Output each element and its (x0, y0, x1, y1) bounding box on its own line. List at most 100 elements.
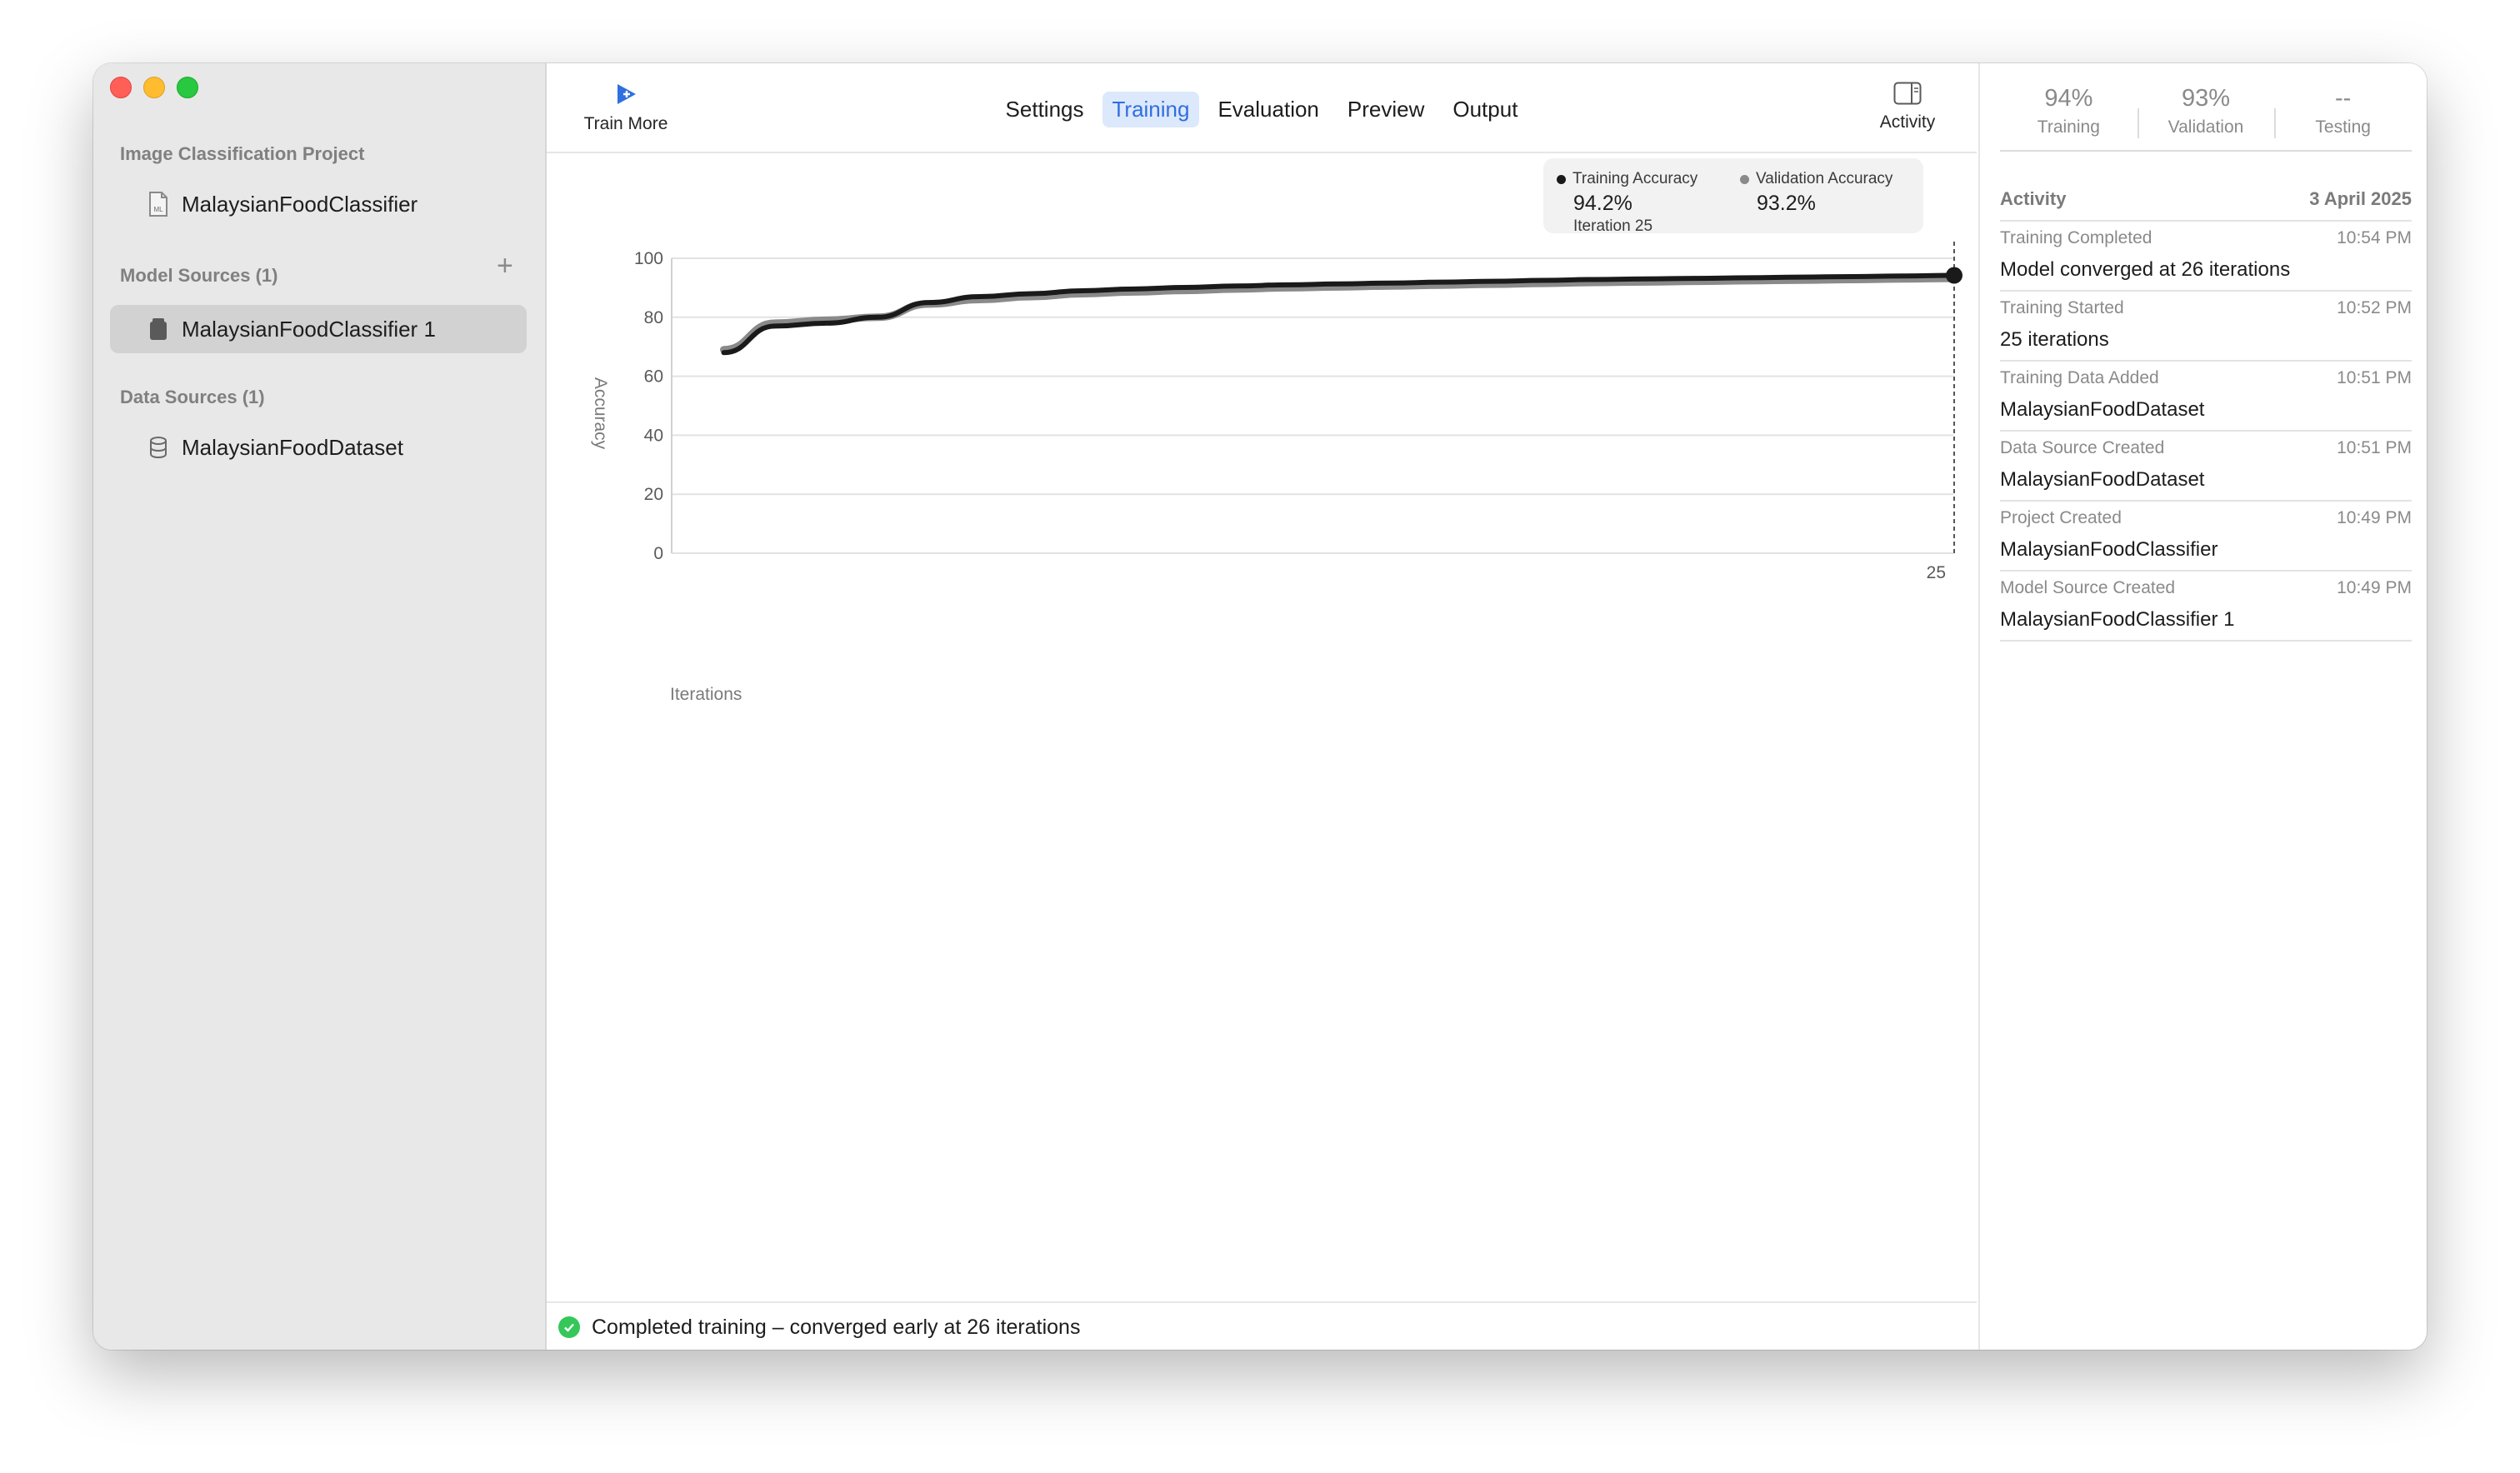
sidebar-item-project[interactable]: ML MalaysianFoodClassifier (110, 180, 527, 228)
activity-item[interactable]: Training Started 10:52 PM 25 iterations (2000, 290, 2412, 360)
training-legend-dot (1557, 174, 1566, 184)
validation-accuracy-line (720, 274, 1958, 354)
activity-item[interactable]: Training Data Added 10:51 PM MalaysianFo… (2000, 360, 2412, 430)
activity-item-title: Training Started (2000, 298, 2124, 317)
metric-value: 94% (2044, 85, 2093, 112)
app-window: Image Classification Project ML Malaysia… (93, 63, 2427, 1350)
tab-evaluation[interactable]: Evaluation (1218, 97, 1319, 122)
add-model-source-button[interactable]: + (497, 250, 513, 282)
tab-training[interactable]: Training (1102, 92, 1200, 127)
database-icon (147, 435, 170, 460)
tab-output[interactable]: Output (1452, 97, 1518, 122)
status-bar: Completed training – converged early at … (547, 1301, 1977, 1350)
metric-value: 93% (2181, 85, 2231, 112)
sidebar-item-model-source[interactable]: MalaysianFoodClassifier 1 (110, 305, 527, 353)
sidebar-item-label: MalaysianFoodClassifier 1 (182, 316, 436, 342)
y-tick-label: 60 (644, 367, 663, 387)
toolbar: Train More Settings Training Evaluation … (547, 63, 1977, 153)
sidebar: Image Classification Project ML Malaysia… (93, 63, 547, 1350)
activity-item-time: 10:49 PM (2337, 508, 2412, 527)
activity-item-title: Data Source Created (2000, 438, 2165, 457)
activity-item-time: 10:49 PM (2337, 578, 2412, 597)
activity-toggle-button[interactable]: Activity (1870, 82, 1945, 132)
y-axis-ticks: 0 20 40 60 80 100 (634, 249, 663, 563)
sidebar-right-icon (1893, 82, 1922, 105)
close-window-button[interactable] (110, 77, 132, 98)
status-text: Completed training – converged early at … (592, 1315, 1081, 1339)
checkmark-circle-icon (558, 1316, 580, 1338)
activity-item-title: Project Created (2000, 508, 2122, 527)
tab-bar: Settings Training Evaluation Preview Out… (547, 92, 1977, 127)
activity-item-detail: 25 iterations (2000, 328, 2109, 351)
activity-inspector: 94% Training 93% Validation -- Testing A… (1978, 63, 2427, 1350)
activity-item-detail: MalaysianFoodDataset (2000, 398, 2205, 421)
metric-caption: Validation (2168, 117, 2244, 137)
activity-header: Activity 3 April 2025 (2000, 188, 2412, 210)
activity-title: Activity (2000, 188, 2067, 209)
x-axis-label: Iterations (670, 685, 742, 704)
chart-tooltip: Training Accuracy 94.2% Iteration 25 Val… (1543, 158, 1923, 236)
activity-date: 3 April 2025 (2309, 188, 2412, 209)
y-tick-label: 100 (634, 249, 663, 268)
tooltip-validation-name: Validation Accuracy (1756, 170, 1893, 187)
validation-legend-dot (1740, 174, 1749, 184)
sidebar-item-label: MalaysianFoodDataset (182, 434, 403, 460)
tooltip-validation-value: 93.2% (1757, 192, 1816, 215)
activity-item-title: Training Data Added (2000, 368, 2159, 387)
activity-item-time: 10:54 PM (2337, 228, 2412, 247)
model-source-icon (147, 317, 170, 342)
y-axis-label: Accuracy (591, 377, 610, 450)
activity-item-title: Training Completed (2000, 228, 2152, 247)
sidebar-item-label: MalaysianFoodClassifier (182, 191, 418, 217)
tooltip-training-name: Training Accuracy (1572, 170, 1698, 187)
project-section-header: Image Classification Project (120, 143, 365, 164)
main-content: Train More Settings Training Evaluation … (547, 63, 1977, 1350)
activity-item-time: 10:51 PM (2337, 368, 2412, 387)
tooltip-training-value: 94.2% (1573, 192, 1632, 215)
activity-item-detail: MalaysianFoodClassifier (2000, 538, 2218, 561)
activity-label: Activity (1879, 112, 1936, 132)
metric-caption: Training (2037, 117, 2100, 137)
activity-item-time: 10:51 PM (2337, 438, 2412, 457)
tooltip-training: Training Accuracy 94.2% Iteration 25 (1557, 170, 1698, 236)
ml-document-icon: ML (147, 192, 170, 217)
y-tick-label: 80 (644, 308, 663, 327)
zoom-window-button[interactable] (177, 77, 198, 98)
activity-item[interactable]: Data Source Created 10:51 PM MalaysianFo… (2000, 430, 2412, 500)
metric-value: -- (2335, 85, 2352, 112)
activity-item-title: Model Source Created (2000, 578, 2176, 597)
y-tick-label: 0 (653, 544, 663, 563)
metric-validation: 93% Validation (2137, 85, 2275, 150)
y-tick-label: 20 (644, 485, 663, 504)
metric-testing: -- Testing (2274, 85, 2412, 150)
data-sources-header: Data Sources (1) (120, 387, 265, 407)
chart-series (720, 267, 1962, 356)
activity-item-detail: MalaysianFoodDataset (2000, 468, 2205, 491)
training-accuracy-line (721, 272, 1957, 356)
tooltip-validation: Validation Accuracy 93.2% (1740, 170, 1892, 216)
activity-item[interactable]: Project Created 10:49 PM MalaysianFoodCl… (2000, 500, 2412, 570)
train-more-button[interactable]: Train More (580, 82, 672, 134)
sidebar-item-data-source[interactable]: MalaysianFoodDataset (110, 423, 527, 472)
x-tick-label: 25 (1927, 563, 1946, 582)
model-sources-header: Model Sources (1) (120, 265, 278, 286)
activity-item-detail: Model converged at 26 iterations (2000, 258, 2291, 281)
metric-caption: Testing (2315, 117, 2371, 137)
y-tick-label: 40 (644, 426, 663, 445)
activity-item[interactable]: Model Source Created 10:49 PM MalaysianF… (2000, 570, 2412, 642)
tooltip-iteration: Iteration 25 (1573, 217, 1653, 235)
training-accuracy-chart: 0 20 40 60 80 100 25 Accuracy Iterations (591, 242, 1962, 704)
play-plus-icon (618, 84, 636, 104)
activity-list: Training Completed 10:54 PM Model conver… (2000, 220, 2412, 642)
svg-text:ML: ML (153, 206, 163, 213)
metrics-summary: 94% Training 93% Validation -- Testing (2000, 85, 2412, 152)
metric-training: 94% Training (2000, 85, 2138, 150)
training-accuracy-point[interactable] (1946, 267, 1962, 284)
activity-item-detail: MalaysianFoodClassifier 1 (2000, 608, 2235, 631)
tab-settings[interactable]: Settings (1005, 97, 1084, 122)
activity-item-time: 10:52 PM (2337, 298, 2412, 317)
minimize-window-button[interactable] (143, 77, 165, 98)
tab-preview[interactable]: Preview (1347, 97, 1425, 122)
x-axis-ticks: 25 (1927, 563, 1946, 582)
activity-item[interactable]: Training Completed 10:54 PM Model conver… (2000, 220, 2412, 290)
